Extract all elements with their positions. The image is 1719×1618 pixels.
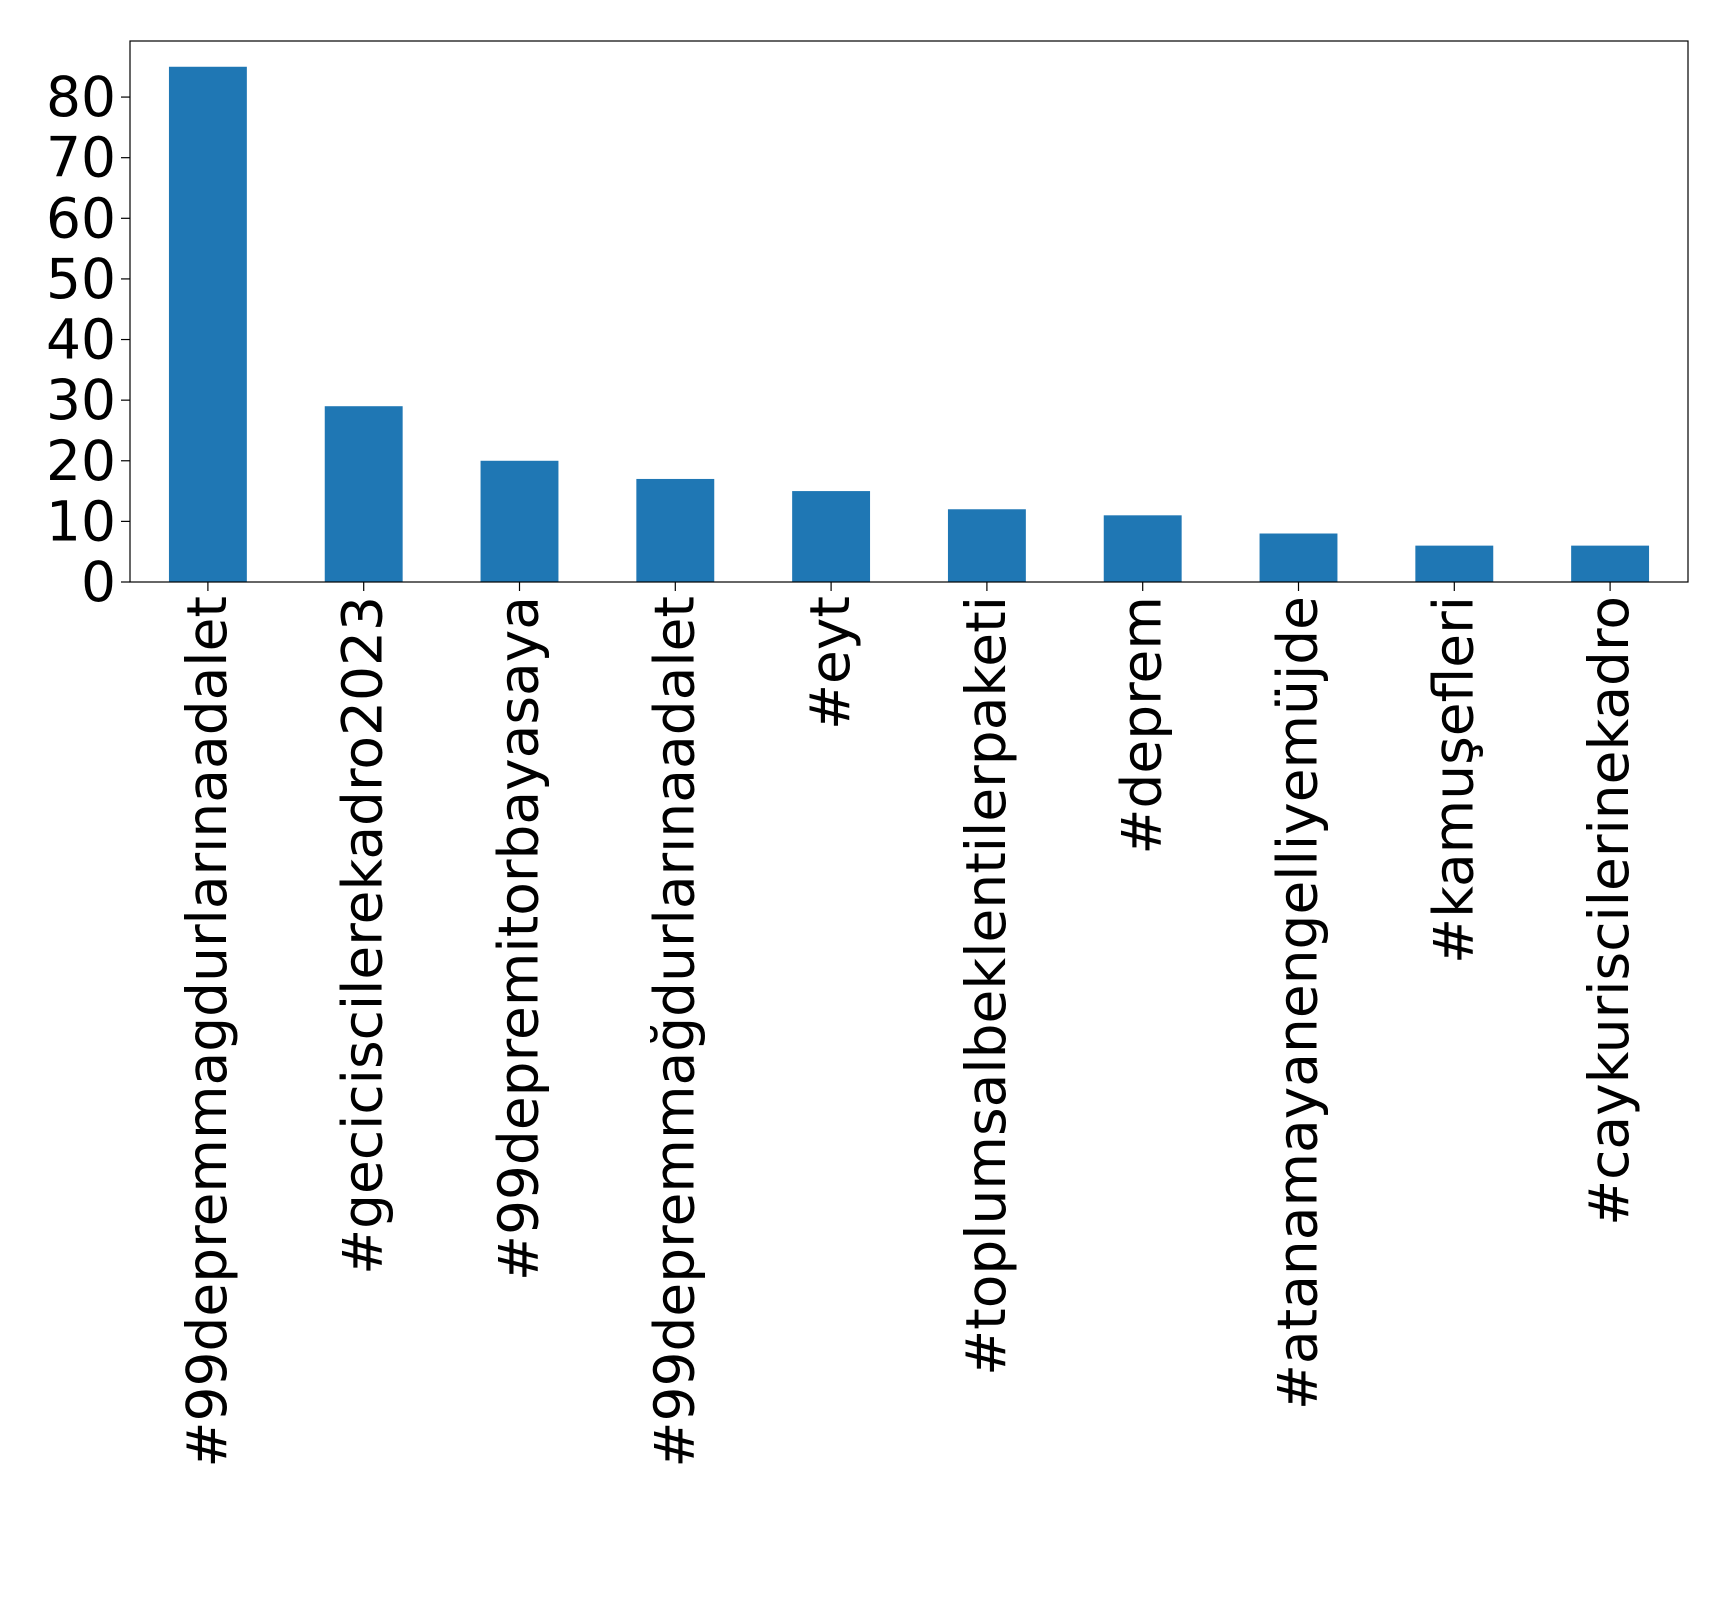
y-tick-label: 30 [46,368,116,432]
bar [1571,545,1650,582]
y-tick-label: 0 [81,550,116,614]
x-tick-label: #kamuşefleri [1421,596,1485,964]
x-tick-label: #deprem [1110,596,1174,855]
y-tick-label: 50 [46,247,116,311]
x-tick-label: #99depremmagdurlarınaadalet [175,596,239,1468]
bars-layer [168,66,1650,582]
bar [324,406,403,582]
bar [1259,533,1338,582]
x-tick-label: #toplumsalbeklentilerpaketi [954,596,1018,1376]
y-tick-label: 10 [46,489,116,553]
plot-frame [129,40,1689,583]
x-tick-label: #caykuriscilerinekadro [1577,596,1641,1226]
x-tick-label: #99depremmağdurlarınaadalet [642,596,706,1468]
y-tick-label: 20 [46,429,116,493]
x-tick-label: #99depremitorbayasaya [487,596,551,1281]
x-tick-label: #geciciscilerekadro2023 [331,596,395,1275]
x-axis-ticks: #99depremmagdurlarınaadalet #gecicisciler… [175,582,1641,1468]
x-tick-label: #eyt [798,596,862,730]
bar [1103,515,1182,582]
bar [480,460,559,582]
bar [1415,545,1494,582]
bar [947,509,1026,582]
y-tick-label: 40 [46,308,116,372]
y-tick-label: 80 [46,65,116,129]
bar [636,478,715,582]
y-tick-label: 60 [46,186,116,250]
axes-layer [129,40,1689,583]
bar [168,66,247,582]
x-tick-label: #atanamayanengelliyemüjde [1266,596,1330,1410]
y-tick-label: 70 [46,126,116,190]
bar [792,491,871,582]
